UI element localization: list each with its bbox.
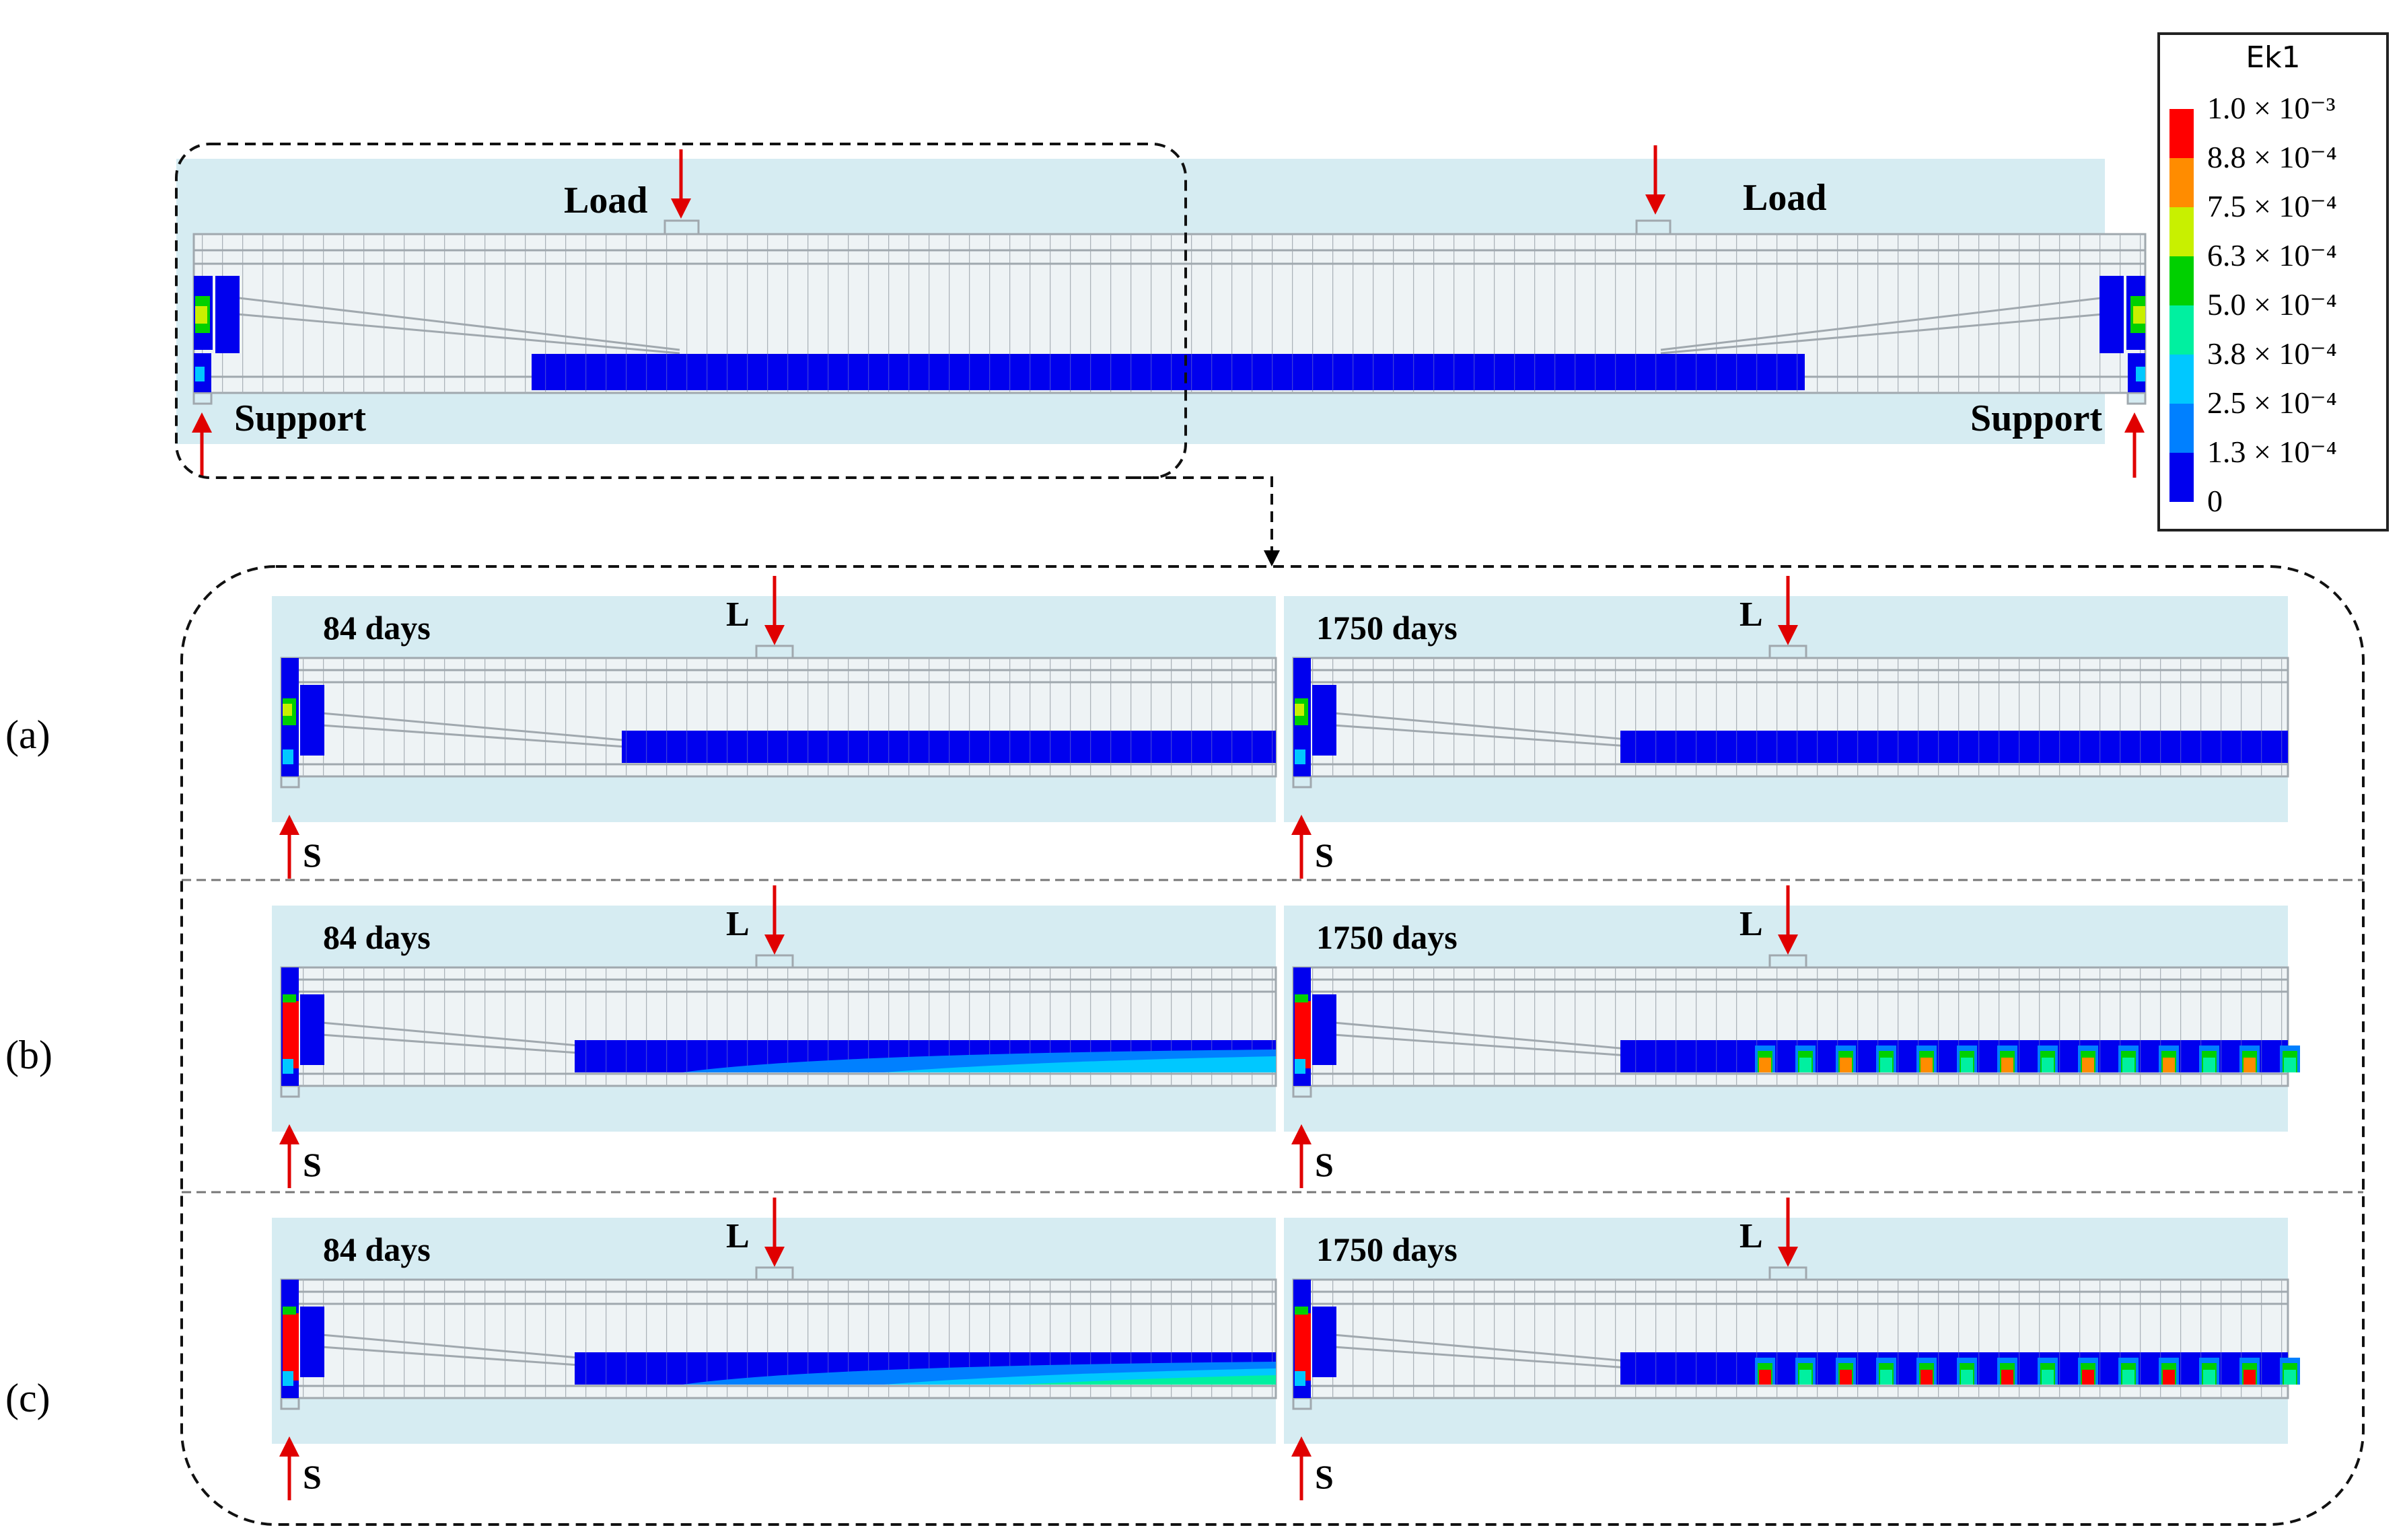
time-label: 84 days <box>323 1231 431 1268</box>
strain-panel: 84 days L S <box>272 1198 1277 1500</box>
strain-panel: 1750 days L S <box>1284 885 2300 1188</box>
row-label: (b) <box>5 1033 52 1077</box>
strain-panel: 84 days L S <box>272 885 1277 1188</box>
time-label: 84 days <box>323 918 431 956</box>
support-label: S <box>1315 1458 1334 1496</box>
support-plate <box>1292 1085 1312 1098</box>
time-label: 84 days <box>323 609 431 647</box>
support-label: S <box>303 1458 322 1496</box>
support-plate <box>280 1085 300 1098</box>
time-label: 1750 days <box>1316 918 1458 956</box>
overview-beam: Load Load Support Support <box>176 145 2147 478</box>
support-plate-right <box>2126 392 2147 405</box>
color-legend: Ek1 1.0 × 10⁻³ 8.8 × 10⁻⁴ 7.5 × 10⁻⁴ 6.3 × … <box>2157 32 2389 531</box>
load-label: L <box>726 595 750 634</box>
support-plate <box>280 775 300 789</box>
support-plate <box>280 1397 300 1410</box>
support-plate <box>1292 775 1312 789</box>
legend-swatch <box>2169 158 2194 207</box>
load-plate <box>755 1266 794 1281</box>
legend-label: 6.3 × 10⁻⁴ <box>2207 238 2337 272</box>
time-label: 1750 days <box>1316 609 1458 647</box>
detail-region-box <box>180 565 2365 1526</box>
legend-label: 1.3 × 10⁻⁴ <box>2207 435 2337 469</box>
row-label: (a) <box>5 712 50 757</box>
load-plate <box>755 645 794 659</box>
support-label: S <box>1315 1146 1334 1183</box>
support-plate <box>1292 1397 1312 1410</box>
time-label: 1750 days <box>1316 1231 1458 1268</box>
strain-panel: 84 days L S <box>272 576 1277 879</box>
load-plate-right <box>1635 219 1672 235</box>
legend-label: 8.8 × 10⁻⁴ <box>2207 140 2337 174</box>
load-label-right: Load <box>1743 177 1827 219</box>
load-plate <box>755 954 794 969</box>
legend-swatch <box>2169 453 2194 502</box>
strain-panel: 1750 days L S <box>1284 576 2289 879</box>
support-label: S <box>1315 836 1334 874</box>
legend-label: 7.5 × 10⁻⁴ <box>2207 189 2337 223</box>
strain-panel: 1750 days L S <box>1284 1198 2300 1500</box>
load-label: L <box>1739 905 1763 943</box>
load-label-left: Load <box>564 180 648 221</box>
legend-title: Ek1 <box>2246 40 2300 75</box>
legend-swatch <box>2169 355 2194 404</box>
support-plate-left <box>192 392 213 405</box>
load-plate <box>1768 954 1807 969</box>
legend-swatch <box>2169 256 2194 305</box>
load-plate <box>1768 645 1807 659</box>
support-label: S <box>303 836 322 874</box>
legend-swatch <box>2169 207 2194 256</box>
load-label: L <box>1739 1217 1763 1255</box>
support-label-left: Support <box>234 398 366 439</box>
legend-label: 5.0 × 10⁻⁴ <box>2207 287 2337 322</box>
legend-label: 2.5 × 10⁻⁴ <box>2207 386 2337 420</box>
support-label: S <box>303 1146 322 1183</box>
load-plate-left <box>663 219 700 235</box>
support-label-right: Support <box>1970 398 2102 439</box>
legend-label: 1.0 × 10⁻³ <box>2207 91 2336 125</box>
load-label: L <box>726 905 750 943</box>
load-plate <box>1768 1266 1807 1281</box>
legend-frame <box>2157 32 2389 531</box>
legend-label: 0 <box>2207 484 2223 518</box>
zoom-connector-arrow <box>1130 476 1280 566</box>
legend-swatch <box>2169 305 2194 355</box>
legend-swatch <box>2169 404 2194 453</box>
legend-label: 3.8 × 10⁻⁴ <box>2207 336 2337 371</box>
load-label: L <box>726 1217 750 1255</box>
legend-swatch <box>2169 109 2194 158</box>
row-label: (c) <box>5 1376 50 1420</box>
load-label: L <box>1739 595 1763 634</box>
zoom-region-box <box>175 143 1187 479</box>
